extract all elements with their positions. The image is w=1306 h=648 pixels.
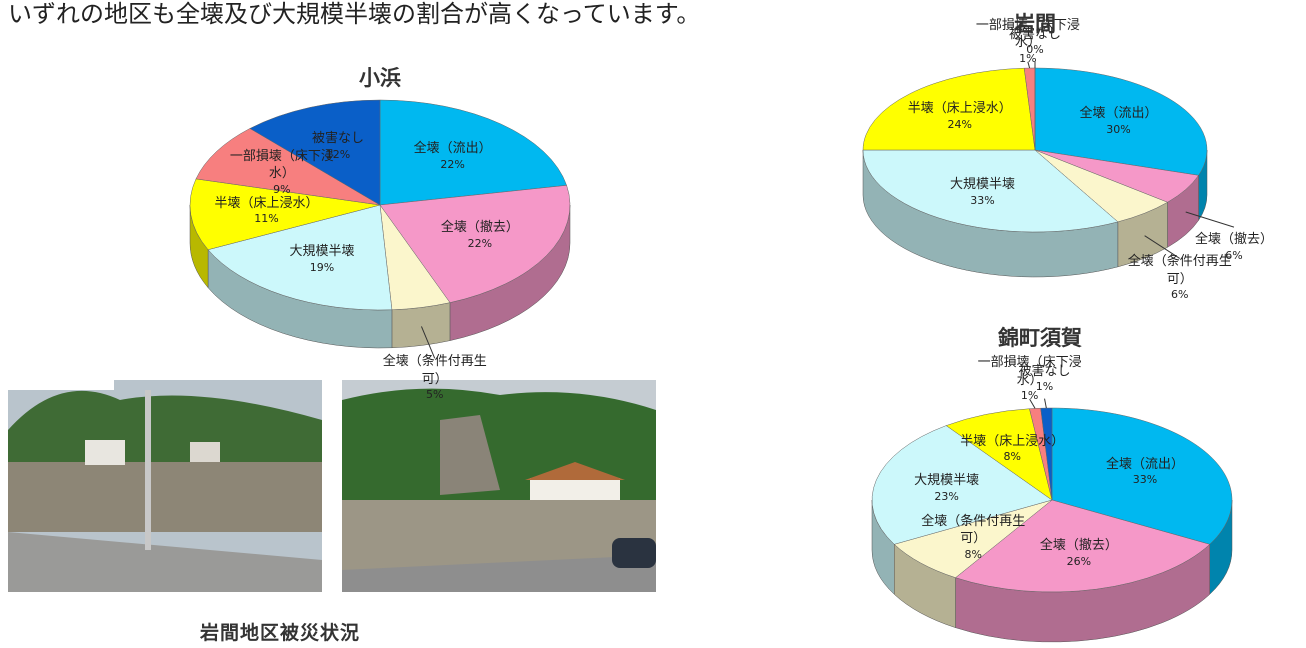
value-label: 11% bbox=[215, 212, 319, 227]
value-label: 6% bbox=[1128, 289, 1232, 304]
category-label: 全壊（撤去） bbox=[428, 219, 532, 237]
chart-title: 小浜 bbox=[359, 62, 401, 92]
value-label: 26% bbox=[1027, 555, 1131, 570]
slice-label: 半壊（床上浸水）24% bbox=[908, 100, 1012, 132]
chart-title: 岩間 bbox=[1014, 8, 1056, 38]
category-label: 被害なし bbox=[286, 130, 390, 148]
photo-right bbox=[342, 380, 656, 592]
category-label: 全壊（撤去） bbox=[1182, 231, 1286, 249]
value-label: 33% bbox=[930, 194, 1034, 209]
category-label: 大規模半壊 bbox=[895, 472, 999, 490]
category-label: 全壊（流出） bbox=[1093, 456, 1197, 474]
slice-label: 半壊（床上浸水）11% bbox=[215, 195, 319, 227]
chart-title: 錦町須賀 bbox=[998, 322, 1082, 352]
category-label: 被害なし bbox=[993, 362, 1097, 380]
category-label: 全壊（条件付再生可） bbox=[921, 513, 1025, 548]
category-label: 半壊（床上浸水） bbox=[908, 100, 1012, 118]
slice-label: 全壊（条件付再生可）5% bbox=[383, 353, 487, 403]
value-label: 23% bbox=[895, 489, 999, 504]
slice-label: 全壊（撤去）26% bbox=[1027, 537, 1131, 569]
slice-label: 全壊（流出）30% bbox=[1066, 105, 1170, 137]
value-label: 8% bbox=[921, 548, 1025, 563]
value-label: 9% bbox=[230, 183, 334, 198]
category-label: 全壊（流出） bbox=[401, 140, 505, 158]
slice-label: 半壊（床上浸水）8% bbox=[960, 432, 1064, 464]
intro-text: いずれの地区も全壊及び大規模半壊の割合が高くなっています。 bbox=[8, 0, 700, 29]
value-label: 30% bbox=[1066, 122, 1170, 137]
slice-label: 全壊（撤去）22% bbox=[428, 219, 532, 251]
value-label: 24% bbox=[908, 118, 1012, 133]
slice-label: 全壊（流出）33% bbox=[1093, 456, 1197, 488]
category-label: 全壊（撤去） bbox=[1027, 537, 1131, 555]
slice-label: 全壊（条件付再生可）6% bbox=[1128, 253, 1232, 303]
category-label: 大規模半壊 bbox=[930, 176, 1034, 194]
category-label: 全壊（条件付再生可） bbox=[1128, 253, 1232, 288]
category-label: 全壊（流出） bbox=[1066, 105, 1170, 123]
value-label: 8% bbox=[960, 450, 1064, 465]
category-label: 大規模半壊 bbox=[270, 243, 374, 261]
value-label: 22% bbox=[401, 158, 505, 173]
value-label: 0% bbox=[983, 43, 1087, 58]
slice-label: 全壊（条件付再生可）8% bbox=[921, 513, 1025, 563]
category-label: 半壊（床上浸水） bbox=[960, 432, 1064, 450]
value-label: 12% bbox=[286, 148, 390, 163]
value-label: 1% bbox=[993, 380, 1097, 395]
photo-left bbox=[8, 355, 322, 592]
value-label: 22% bbox=[428, 237, 532, 252]
value-label: 33% bbox=[1093, 473, 1197, 488]
slice-label: 全壊（流出）22% bbox=[401, 140, 505, 172]
page: いずれの地区も全壊及び大規模半壊の割合が高くなっています。 岩間地区被災状況 全… bbox=[0, 0, 1306, 648]
value-label: 19% bbox=[270, 261, 374, 276]
value-label: 5% bbox=[383, 388, 487, 403]
photo-caption: 岩間地区被災状況 bbox=[200, 618, 360, 645]
category-label: 全壊（条件付再生可） bbox=[383, 353, 487, 388]
